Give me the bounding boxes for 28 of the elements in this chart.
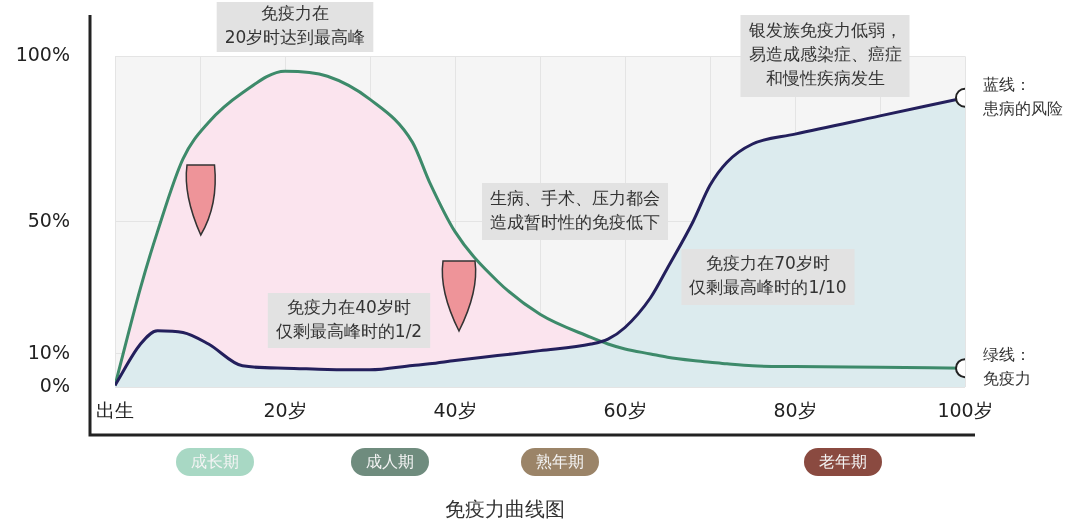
annotation: 仅剩最高峰时的1/10	[689, 277, 847, 298]
y-tick-label: 100%	[15, 43, 70, 66]
annotation: 易造成感染症、癌症	[748, 44, 902, 65]
y-tick-label: 0%	[39, 373, 70, 396]
text: 免疫力在	[261, 3, 329, 24]
x-tick-label: 80岁	[773, 399, 817, 422]
y-tick-label: 50%	[27, 208, 70, 231]
series-label: 绿线：免疫力	[983, 345, 1031, 389]
text: 成长期	[191, 452, 239, 472]
x-tick-label: 出生	[96, 399, 134, 422]
text: 熟年期	[536, 452, 584, 472]
text: 20岁时达到最高峰	[224, 27, 366, 48]
x-tick-label: 100岁	[937, 399, 993, 422]
x-tick-label: 40岁	[433, 399, 477, 422]
series-label: 蓝线：患病的风险	[982, 74, 1063, 118]
y-tick-label: 10%	[27, 340, 70, 363]
annotation: 免疫力在40岁时	[287, 296, 411, 317]
text: 银发族免疫力低弱，	[747, 20, 902, 41]
annotation: 和慢性疾病发生	[765, 68, 885, 89]
annotation: 造成暂时性的免疫低下	[490, 211, 660, 232]
text: 成人期	[366, 452, 414, 472]
text: 老年期	[819, 452, 867, 472]
x-tick-label: 20岁	[263, 399, 307, 422]
text: 免疫力曲线图	[444, 496, 566, 523]
annotation: 生病、手术、压力都会	[490, 187, 660, 208]
annotation: 仅剩最高峰时的1/2	[275, 320, 423, 341]
x-tick-label: 60岁	[603, 399, 647, 422]
annotation: 免疫力在70岁时	[706, 253, 830, 274]
